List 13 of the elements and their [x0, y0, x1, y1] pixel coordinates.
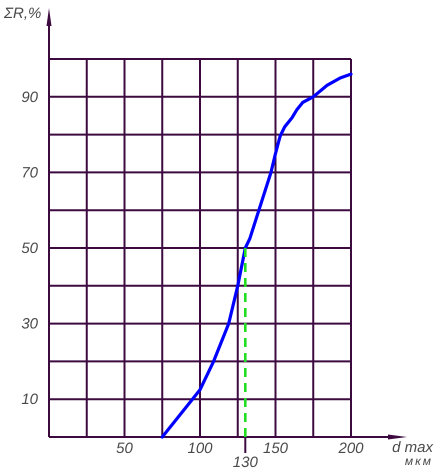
annotation: 130 — [232, 454, 258, 471]
x-tick-label: 200 — [337, 440, 364, 457]
y-tick-label: 70 — [21, 164, 39, 182]
y-tick-label: 90 — [21, 88, 39, 106]
x-tick-label: 100 — [187, 440, 214, 457]
line-series — [160, 72, 353, 439]
y-axis-title: ΣR,% — [3, 5, 42, 22]
y-tick-label: 50 — [21, 240, 39, 257]
x-axis-title: d max мкм — [392, 439, 434, 468]
x-tick-label: 150 — [262, 440, 289, 457]
x-tick-label: 50 — [116, 440, 134, 457]
y-tick-label: 30 — [21, 316, 39, 333]
y-tick-label: 10 — [21, 391, 39, 408]
